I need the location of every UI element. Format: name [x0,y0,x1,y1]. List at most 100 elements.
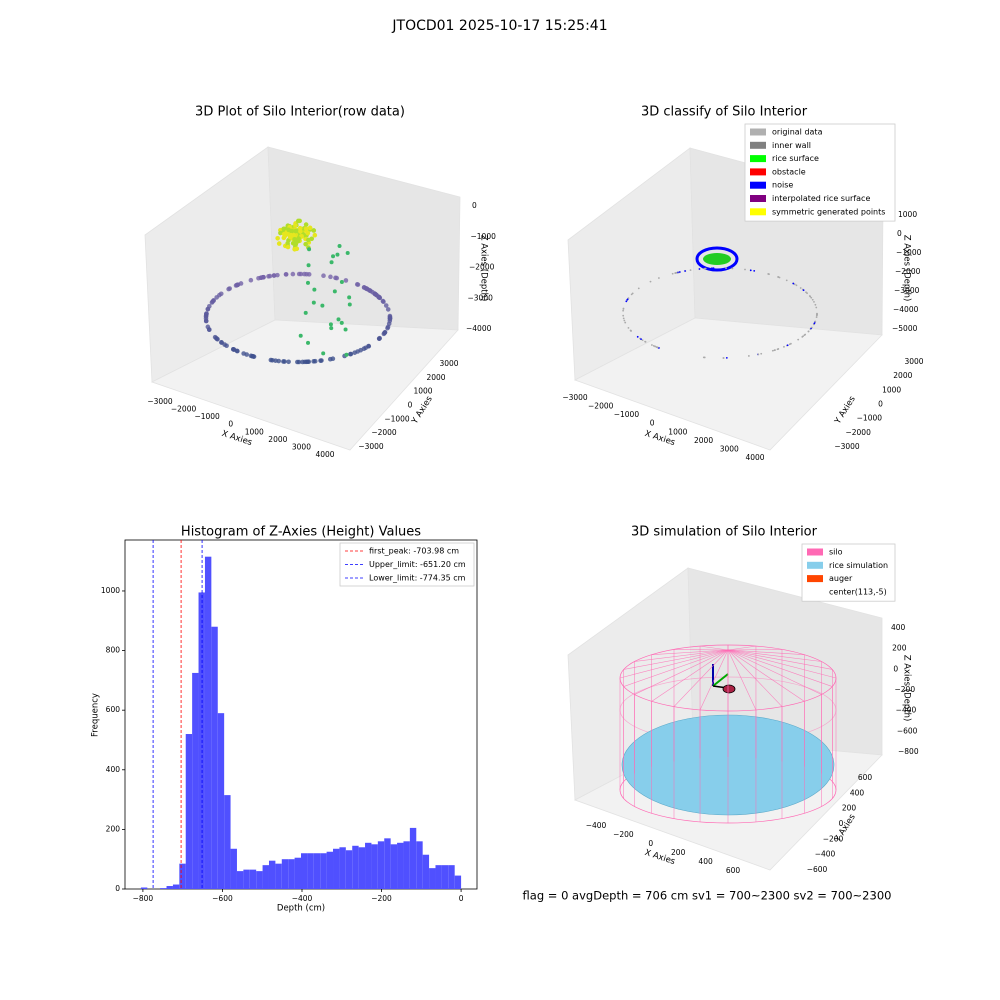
z-tick-label: −5000 [892,324,918,333]
decor-point [321,351,326,356]
decor-point [644,340,647,343]
y-tick-label: 0 [408,401,413,410]
decor-point [810,326,813,329]
z-axis-label: Z Axies (Depth) [902,655,912,722]
decor-point [725,356,728,359]
decor-point [241,351,246,356]
decor-point [312,287,317,292]
legend-swatch [750,155,766,163]
decor-point [328,322,333,327]
decor-point [786,344,789,347]
decor-point [795,284,798,287]
y-tick-label: 400 [850,788,865,797]
z-tick-label: −200 [895,685,916,694]
bar [397,842,404,889]
x-tick-label: 3000 [292,442,311,451]
bar [185,734,193,889]
y-tick-label: 1000 [882,385,901,394]
bar [160,888,167,889]
legend-label: auger [829,574,853,583]
decor-point [304,359,309,365]
decor-point [773,349,776,352]
y-tick-label: −200 [823,834,844,843]
silo-line [623,649,729,687]
decor-point [276,358,282,364]
silo-line [727,649,757,711]
bar [217,713,225,889]
decor-point [328,274,333,280]
decor-point [205,307,211,312]
decor-point [270,357,275,363]
bar [230,848,237,889]
decor-point [286,359,291,365]
decor-point [783,345,785,348]
decor-point [803,334,806,337]
decor-point [281,226,287,232]
decor-point [815,316,818,318]
y-tick-label: 2000 [426,373,445,382]
decor-point [219,340,224,345]
bar [333,848,340,889]
decor-point [725,267,727,269]
decor-point [298,229,303,234]
decor-point [218,291,224,297]
decor-point [305,230,311,236]
decor-point [747,355,750,357]
silo-line [673,649,729,651]
decor-point [627,326,630,329]
z-tick-label: −4000 [466,324,492,333]
decor-point [290,271,296,277]
bar [294,857,301,889]
decor-point [307,225,313,231]
decor-point [336,317,341,322]
bar [268,860,276,889]
bar [435,865,442,889]
decor-point [321,273,326,279]
bar [422,854,430,889]
decor-point [674,272,677,274]
y-axis-label: Frequency [91,693,101,737]
y-tick-label: 0 [839,819,844,828]
decor-point [203,316,209,321]
x-tick-label: −200 [613,830,634,839]
decor-point [381,299,386,304]
y-tick-label: −1000 [857,414,883,423]
decor-point [675,271,678,274]
decor-point [657,277,660,279]
x-tick-label: 4000 [315,450,334,459]
z-tick-label: 0 [897,229,902,238]
decor-point [654,345,657,348]
decor-point [292,246,297,252]
decor-point [267,273,273,279]
decor-point [802,335,804,338]
decor-point [711,267,713,270]
decor-point [815,314,818,317]
decor-point [235,282,241,287]
decor-point [387,313,393,319]
x-tick-label: −200 [371,894,392,903]
decor-point [332,289,337,294]
silo-line [651,649,729,702]
bar [345,850,353,889]
y-tick-label: −600 [807,865,828,874]
decor-point [385,325,390,331]
y-tick-label: −1000 [384,414,410,423]
bar [281,859,289,889]
decor-point [636,335,639,338]
bar [326,851,334,889]
decor-point [303,222,309,227]
decor-point [366,343,372,349]
decor-point [292,236,297,242]
decor-point [656,346,659,349]
legend-label: rice simulation [829,561,888,570]
decor-point [330,356,336,362]
legend-swatch [750,141,766,149]
decor-point [347,295,352,300]
decor-point [275,272,280,278]
decor-point [813,322,816,325]
chart-title: 3D Plot of Silo Interior(row data) [195,105,405,120]
legend-swatch [750,181,766,189]
x-tick-label: 200 [671,848,686,857]
decor-point [768,273,770,276]
